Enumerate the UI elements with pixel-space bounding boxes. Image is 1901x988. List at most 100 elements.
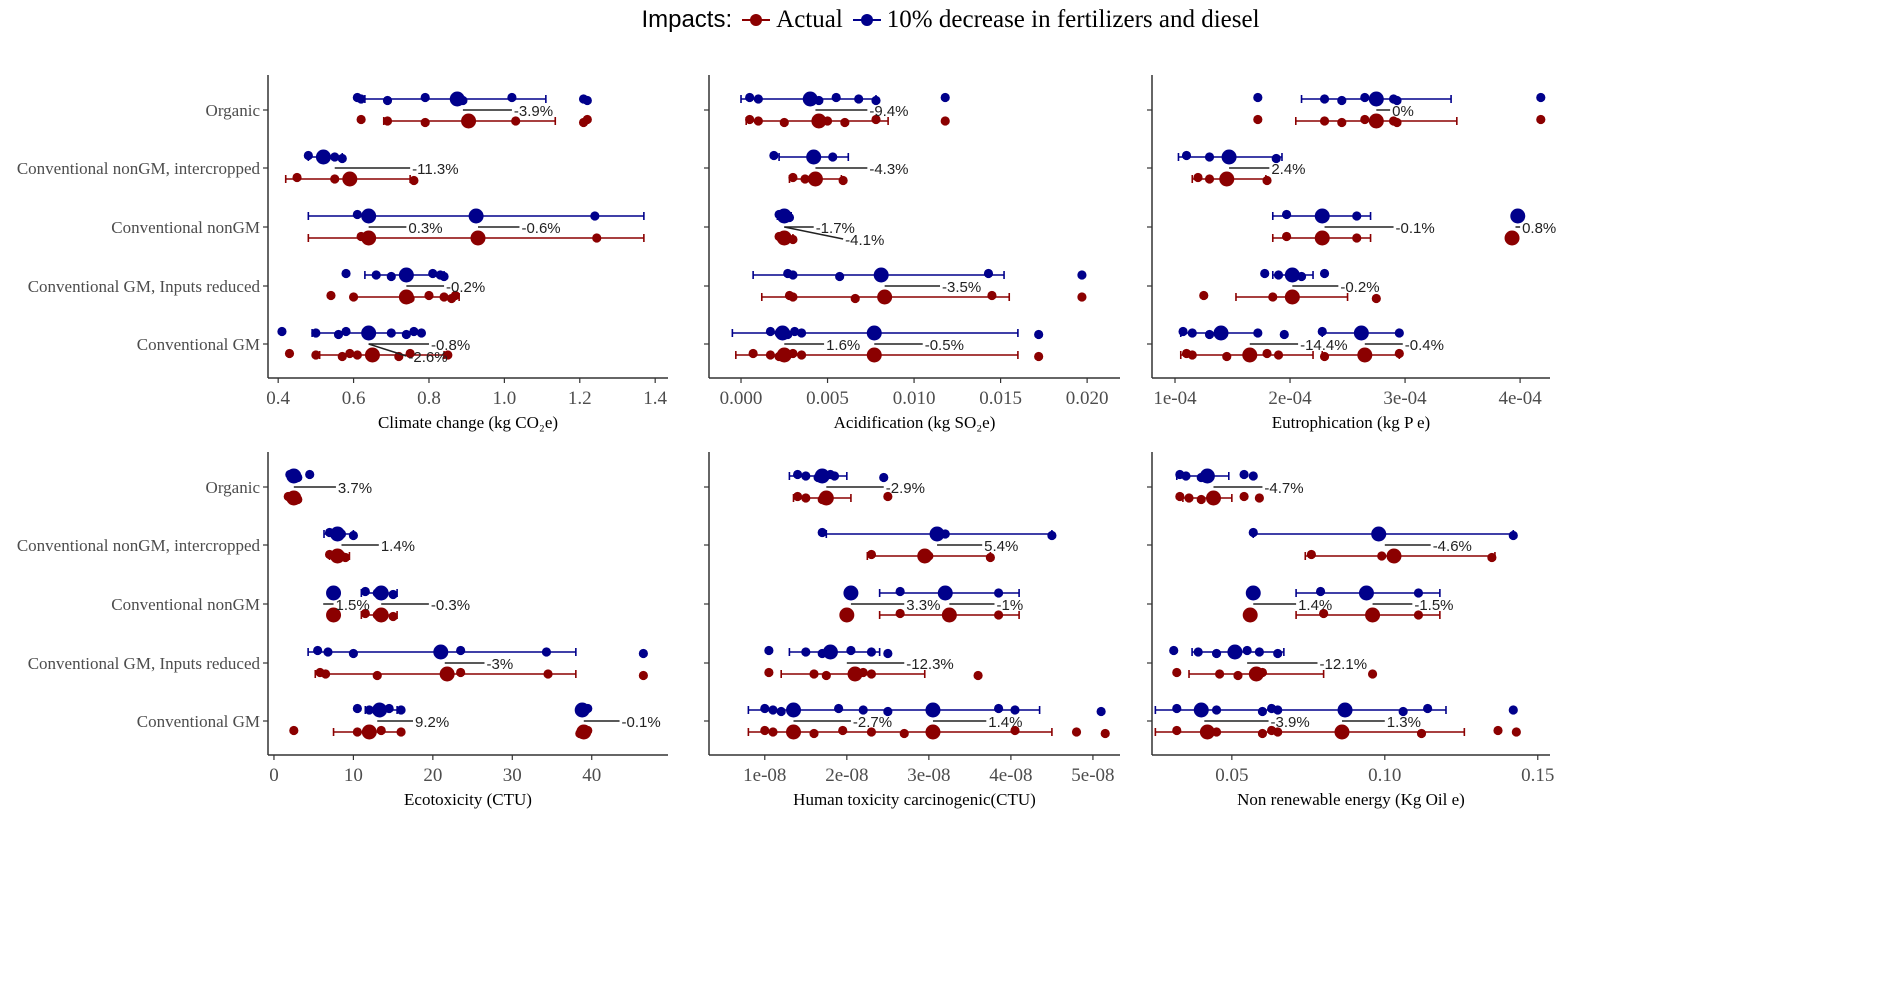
- decrease-mean-point: [1193, 702, 1209, 718]
- x-tick-label: 0.005: [806, 388, 849, 409]
- actual-mean-point: [847, 666, 863, 682]
- decrease-point: [1273, 705, 1283, 715]
- legend-label-decrease: 10% decrease in fertilizers and diesel: [886, 6, 1260, 33]
- actual-mean-point: [330, 548, 346, 564]
- decrease-mean-point: [398, 267, 414, 283]
- actual-point: [838, 175, 848, 186]
- panel-1: 0.4 0.6 0.8 1.0 1.2 1.4 Climate change (kg CO₂…: [17, 75, 668, 432]
- actual-point: [388, 611, 398, 622]
- actual-point: [420, 117, 430, 128]
- decrease-point: [348, 648, 359, 659]
- decrease-point: [792, 469, 803, 480]
- change-annotation-label: 1.5%: [336, 597, 370, 614]
- actual-point: [1077, 292, 1087, 302]
- decrease-mean-point: [806, 149, 822, 165]
- decrease-point: [1253, 328, 1263, 338]
- category-label: Organic: [206, 101, 261, 120]
- actual-point: [1034, 351, 1044, 362]
- category-label: Conventional nonGM, intercropped: [17, 159, 261, 178]
- x-tick-label: 0: [269, 765, 279, 786]
- decrease-point: [1317, 326, 1327, 337]
- panel-6: 0.05 0.10 0.15 Non renewable energy (Kg Oil…: [1147, 452, 1554, 809]
- actual-point: [1487, 552, 1497, 563]
- actual-point: [838, 725, 848, 736]
- decrease-point: [765, 326, 776, 337]
- actual-point: [1262, 175, 1272, 186]
- decrease-point: [323, 647, 333, 657]
- decrease-point: [993, 588, 1004, 598]
- change-annotation-label: -12.3%: [906, 656, 954, 673]
- panel-5: 1e-08 2e-08 3e-08 4e-08 5e-08 Human toxicity …: [704, 452, 1120, 809]
- decrease-point: [1508, 705, 1518, 715]
- actual-point: [352, 727, 362, 737]
- x-tick-label: 5e-08: [1071, 765, 1114, 786]
- decrease-point: [769, 150, 779, 161]
- decrease-point: [352, 209, 362, 220]
- panel-4: 0 10 20 30 40 Ecotoxicity (CTU) Organic 3.7% Con…: [17, 452, 668, 809]
- actual-point: [405, 348, 415, 359]
- decrease-point: [801, 647, 811, 657]
- decrease-mean-point: [937, 585, 953, 601]
- x-tick-label: 1.2: [568, 388, 592, 409]
- decrease-point: [796, 328, 807, 338]
- change-annotation-line: [368, 343, 407, 357]
- actual-point: [768, 727, 778, 737]
- actual-point: [745, 114, 755, 125]
- decrease-point: [364, 705, 374, 715]
- decrease-point: [1413, 588, 1424, 598]
- actual-point: [809, 728, 819, 739]
- actual-point: [1100, 728, 1110, 739]
- actual-point: [850, 293, 860, 304]
- change-annotation-label: 3.7%: [338, 480, 372, 497]
- category-label: Conventional GM: [137, 712, 260, 731]
- actual-point: [1184, 493, 1194, 503]
- decrease-point: [1319, 268, 1330, 279]
- actual-point: [866, 727, 877, 737]
- decrease-mean-point: [925, 702, 941, 718]
- actual-point: [809, 669, 819, 679]
- x-tick-label: 0.000: [720, 388, 763, 409]
- decrease-point: [1337, 95, 1347, 106]
- row-conventional-gm-inputs-reduced: -3.5%: [752, 267, 1087, 305]
- actual-point: [1511, 727, 1521, 737]
- x-tick-label: 1.4: [643, 388, 667, 409]
- actual-mean-point: [1365, 607, 1381, 623]
- category-label: Conventional GM: [137, 335, 260, 354]
- actual-mean-point: [576, 724, 592, 740]
- actual-point: [866, 669, 877, 679]
- legend-item-actual: Actual: [742, 6, 843, 34]
- actual-point: [1010, 725, 1020, 736]
- change-annotation-label: 9.2%: [415, 714, 449, 731]
- decrease-mean-point: [574, 702, 590, 718]
- actual-point: [1239, 491, 1249, 502]
- decrease-point: [356, 94, 366, 104]
- change-annotation-label: -4.6%: [1433, 538, 1472, 555]
- panel-2: 0.000 0.005 0.010 0.015 0.020 Acidification (…: [704, 75, 1120, 432]
- decrease-mean-point: [1199, 468, 1215, 484]
- decrease-point: [940, 92, 950, 103]
- decrease-point: [277, 326, 287, 337]
- legend-swatch-actual: [742, 12, 771, 28]
- actual-point: [987, 290, 997, 301]
- actual-point: [883, 491, 893, 502]
- actual-mean-point: [1205, 490, 1221, 506]
- change-annotation-label: -1%: [996, 597, 1023, 614]
- actual-point: [1254, 493, 1264, 503]
- decrease-point: [1260, 268, 1270, 279]
- decrease-point: [1279, 329, 1289, 340]
- actual-point: [1281, 231, 1292, 242]
- actual-point: [320, 669, 331, 679]
- row-conventional-gm-inputs-reduced: -3%: [307, 644, 648, 682]
- change-annotation-label: -0.5%: [925, 337, 964, 354]
- actual-mean-point: [361, 230, 377, 246]
- decrease-point: [416, 328, 427, 338]
- actual-mean-point: [818, 490, 834, 506]
- actual-point: [284, 348, 295, 359]
- change-annotation-label: -4.1%: [845, 232, 884, 249]
- actual-point: [289, 725, 299, 736]
- row-organic: -3.9%: [352, 91, 592, 129]
- actual-mean-point: [866, 347, 882, 363]
- x-axis-title: Acidification (kg SO₂e): [834, 413, 996, 432]
- actual-point: [1193, 172, 1203, 183]
- actual-mean-point: [361, 724, 377, 740]
